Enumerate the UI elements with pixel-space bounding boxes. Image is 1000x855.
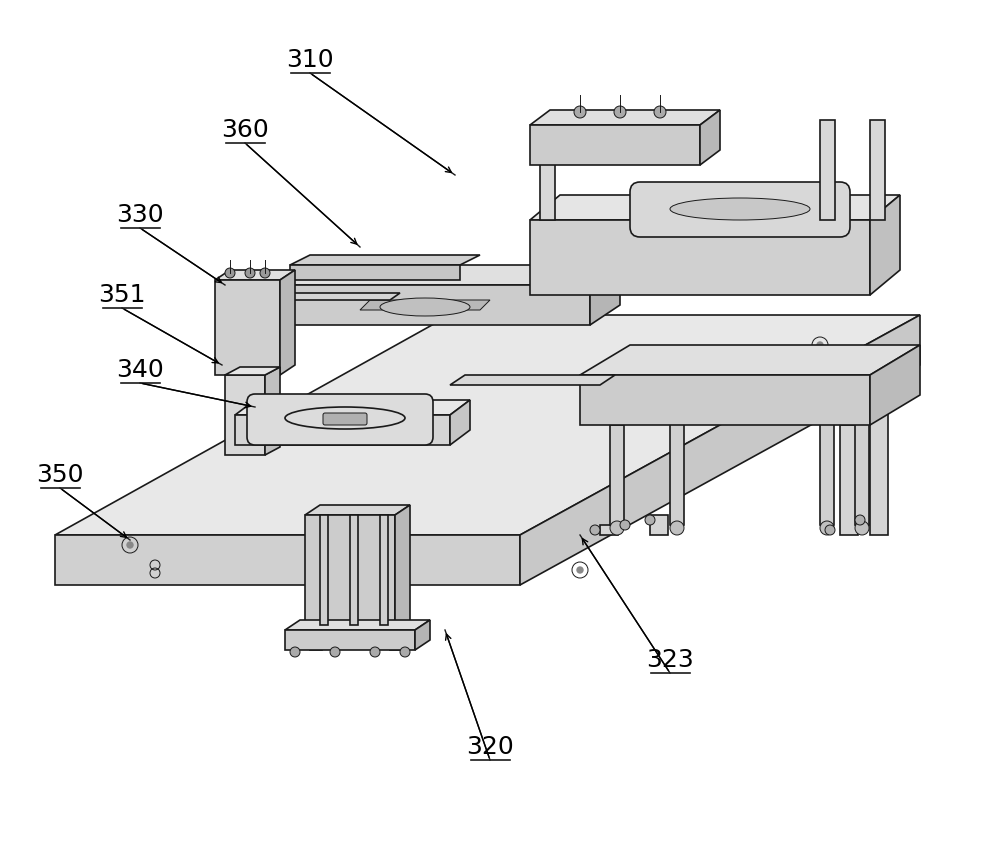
Text: 330: 330 — [116, 203, 164, 227]
Polygon shape — [610, 425, 624, 525]
Ellipse shape — [380, 298, 470, 316]
Polygon shape — [650, 515, 668, 535]
Text: 320: 320 — [466, 735, 514, 759]
Polygon shape — [395, 505, 410, 630]
Circle shape — [127, 542, 133, 548]
Polygon shape — [870, 195, 900, 295]
Polygon shape — [55, 315, 920, 535]
Circle shape — [820, 521, 834, 535]
Polygon shape — [270, 285, 590, 325]
Polygon shape — [235, 400, 470, 415]
Text: 360: 360 — [221, 118, 269, 142]
Polygon shape — [540, 120, 555, 220]
Polygon shape — [225, 367, 280, 375]
Circle shape — [610, 521, 624, 535]
Polygon shape — [820, 120, 835, 220]
Circle shape — [670, 521, 684, 535]
Circle shape — [614, 106, 626, 118]
Polygon shape — [235, 415, 450, 445]
Polygon shape — [305, 515, 395, 630]
Polygon shape — [530, 125, 700, 165]
Polygon shape — [415, 620, 430, 650]
Polygon shape — [600, 525, 618, 535]
Polygon shape — [530, 110, 720, 125]
Polygon shape — [225, 375, 265, 455]
Polygon shape — [530, 195, 900, 220]
Circle shape — [370, 647, 380, 657]
Circle shape — [825, 525, 835, 535]
Text: 310: 310 — [286, 48, 334, 72]
Polygon shape — [270, 265, 620, 285]
Circle shape — [330, 647, 340, 657]
Circle shape — [620, 520, 630, 530]
Polygon shape — [820, 420, 834, 525]
Polygon shape — [55, 535, 520, 585]
Polygon shape — [280, 270, 295, 375]
Circle shape — [855, 515, 865, 525]
Circle shape — [855, 521, 869, 535]
Circle shape — [577, 567, 583, 573]
Polygon shape — [290, 265, 460, 280]
Polygon shape — [310, 525, 322, 650]
Circle shape — [817, 342, 823, 348]
Circle shape — [260, 268, 270, 278]
Polygon shape — [520, 315, 920, 585]
Polygon shape — [215, 270, 295, 280]
FancyBboxPatch shape — [247, 394, 433, 445]
Circle shape — [574, 106, 586, 118]
Circle shape — [245, 268, 255, 278]
FancyBboxPatch shape — [323, 413, 367, 425]
Polygon shape — [270, 293, 400, 300]
Polygon shape — [870, 345, 920, 425]
Text: 350: 350 — [36, 463, 84, 487]
Polygon shape — [215, 280, 280, 375]
Text: 323: 323 — [646, 648, 694, 672]
Circle shape — [590, 525, 600, 535]
Polygon shape — [700, 110, 720, 165]
Polygon shape — [580, 375, 870, 425]
Circle shape — [290, 647, 300, 657]
Polygon shape — [320, 515, 328, 625]
Circle shape — [400, 647, 410, 657]
Polygon shape — [390, 525, 402, 650]
Polygon shape — [305, 505, 410, 515]
Polygon shape — [840, 425, 858, 535]
Polygon shape — [450, 375, 615, 385]
Circle shape — [225, 268, 235, 278]
Circle shape — [654, 106, 666, 118]
Text: 340: 340 — [116, 358, 164, 382]
Polygon shape — [285, 620, 430, 630]
Polygon shape — [530, 220, 870, 295]
Polygon shape — [870, 410, 888, 535]
Polygon shape — [855, 420, 869, 525]
Polygon shape — [285, 630, 415, 650]
Circle shape — [645, 515, 655, 525]
Polygon shape — [265, 367, 280, 455]
Polygon shape — [590, 265, 620, 325]
Polygon shape — [380, 515, 388, 625]
Polygon shape — [350, 515, 358, 625]
Polygon shape — [580, 345, 920, 375]
Ellipse shape — [670, 198, 810, 220]
Polygon shape — [290, 255, 480, 265]
FancyBboxPatch shape — [630, 182, 850, 237]
Polygon shape — [870, 120, 885, 220]
Polygon shape — [450, 400, 470, 445]
Polygon shape — [670, 420, 684, 525]
Text: 351: 351 — [98, 283, 146, 307]
Polygon shape — [360, 300, 490, 310]
